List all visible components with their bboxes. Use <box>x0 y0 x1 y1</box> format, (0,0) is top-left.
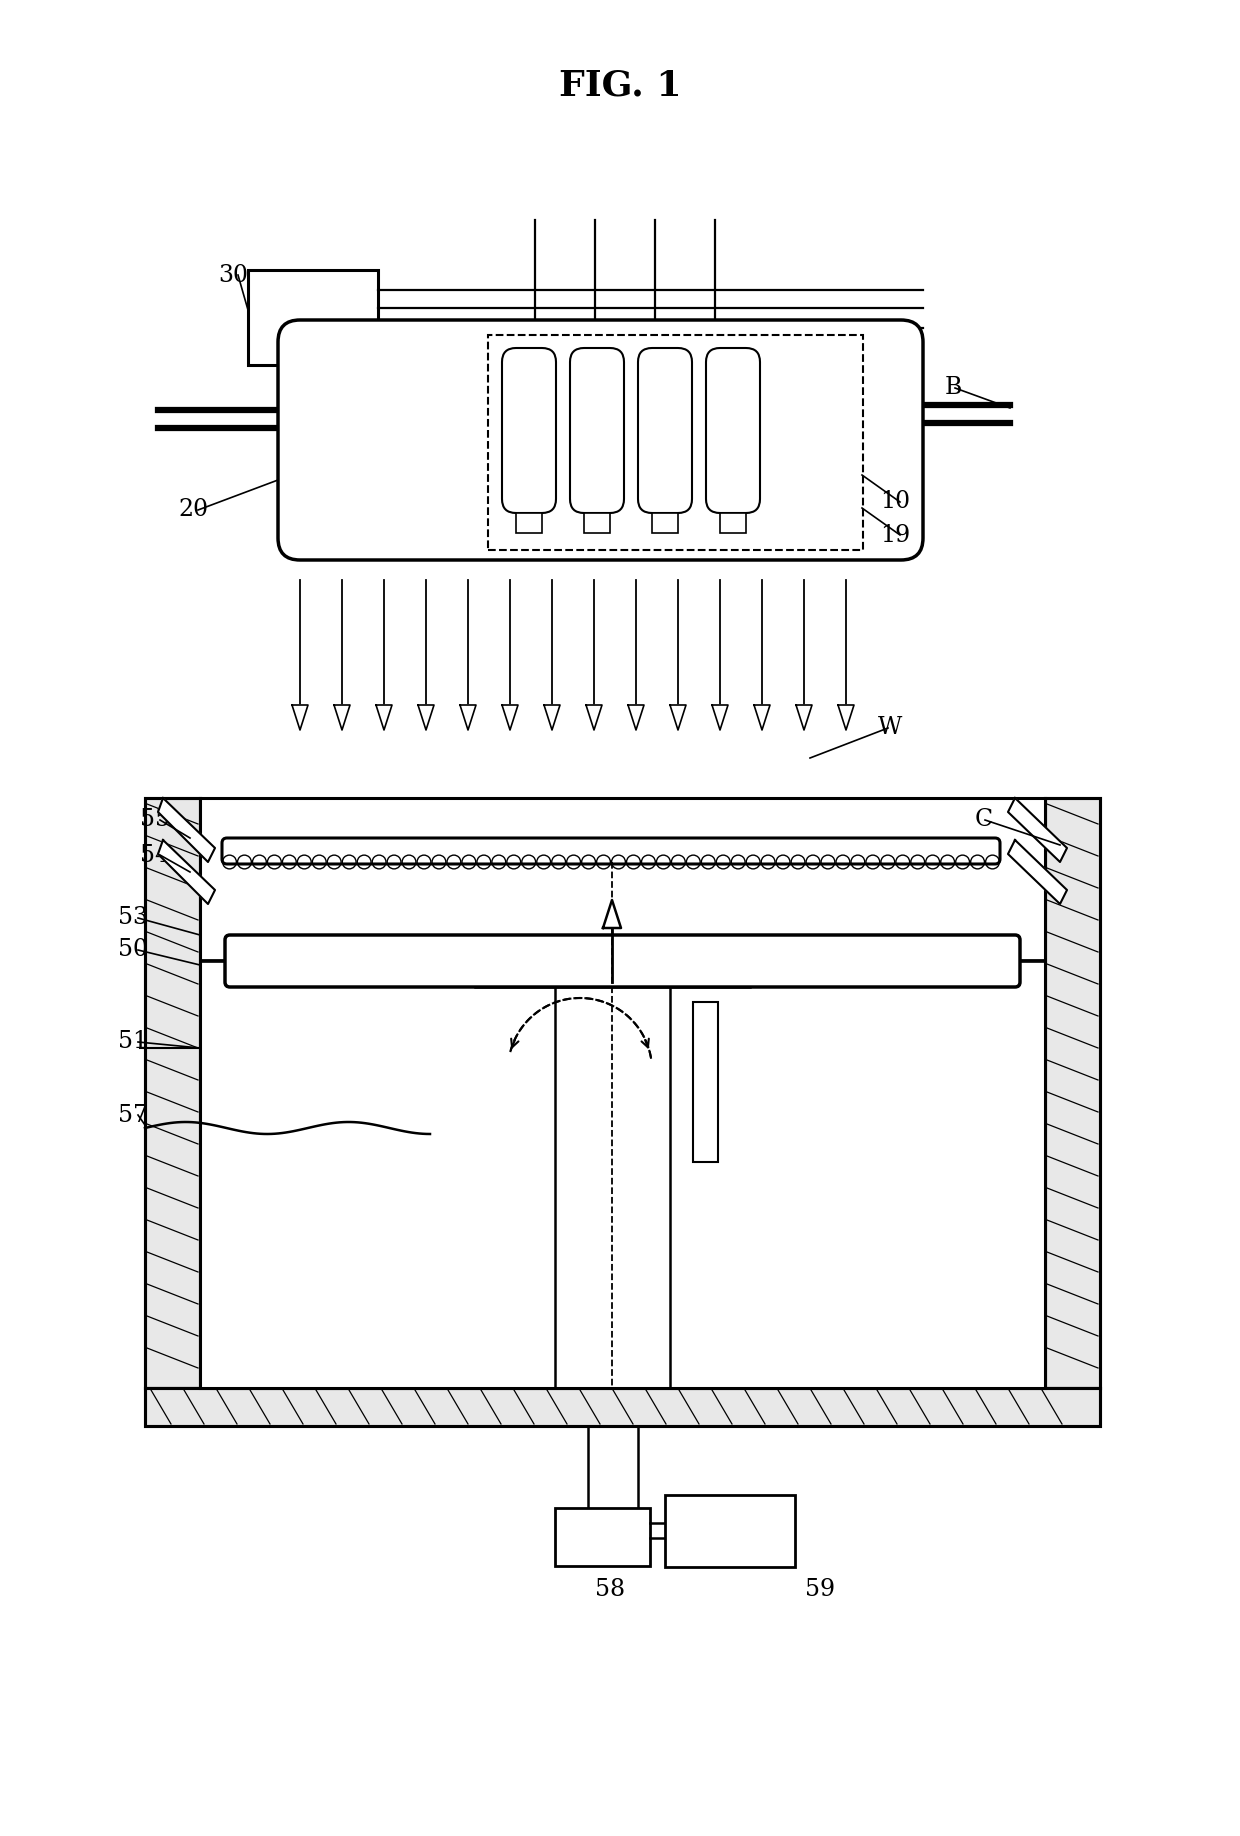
Polygon shape <box>460 705 476 731</box>
Bar <box>1045 799 1100 1388</box>
Text: 51: 51 <box>118 1030 148 1054</box>
Text: B: B <box>945 376 962 400</box>
Polygon shape <box>502 705 518 731</box>
Polygon shape <box>376 705 392 731</box>
Bar <box>489 334 863 551</box>
Bar <box>693 1002 718 1162</box>
Polygon shape <box>838 705 854 731</box>
Bar <box>556 1507 650 1566</box>
FancyBboxPatch shape <box>502 349 556 512</box>
Text: 19: 19 <box>880 523 910 547</box>
Bar <box>145 799 200 1388</box>
Polygon shape <box>603 900 621 927</box>
Text: 20: 20 <box>179 499 208 521</box>
Text: 54: 54 <box>140 843 170 867</box>
Text: 10: 10 <box>880 490 910 514</box>
Text: 57: 57 <box>118 1103 148 1127</box>
Bar <box>145 1388 1100 1427</box>
Polygon shape <box>754 705 770 731</box>
Polygon shape <box>587 705 601 731</box>
FancyBboxPatch shape <box>570 349 624 512</box>
FancyBboxPatch shape <box>706 349 760 512</box>
Bar <box>145 799 200 1388</box>
FancyBboxPatch shape <box>224 935 1021 988</box>
Bar <box>248 270 378 365</box>
Text: 53: 53 <box>118 907 148 929</box>
Polygon shape <box>157 841 215 903</box>
Polygon shape <box>157 799 215 861</box>
Polygon shape <box>712 705 728 731</box>
Bar <box>665 1495 795 1566</box>
Polygon shape <box>334 705 350 731</box>
Polygon shape <box>544 705 560 731</box>
Polygon shape <box>796 705 812 731</box>
Bar <box>200 799 1045 1388</box>
Text: W: W <box>878 716 903 740</box>
Text: FIG. 1: FIG. 1 <box>559 68 681 103</box>
FancyBboxPatch shape <box>222 837 999 865</box>
Bar <box>652 512 678 532</box>
Bar <box>1045 799 1100 1388</box>
Text: 58: 58 <box>595 1579 625 1601</box>
FancyBboxPatch shape <box>278 319 923 560</box>
Polygon shape <box>1008 799 1066 861</box>
Bar <box>145 1388 1100 1427</box>
Polygon shape <box>291 705 308 731</box>
Polygon shape <box>418 705 434 731</box>
Text: 55: 55 <box>140 808 170 832</box>
Polygon shape <box>670 705 686 731</box>
Bar <box>720 512 746 532</box>
Text: 59: 59 <box>805 1579 835 1601</box>
Polygon shape <box>1008 841 1066 903</box>
Text: 30: 30 <box>218 264 248 286</box>
Polygon shape <box>627 705 644 731</box>
Bar <box>584 512 610 532</box>
Text: C: C <box>975 808 993 832</box>
Text: 50: 50 <box>118 938 148 962</box>
FancyBboxPatch shape <box>639 349 692 512</box>
Bar <box>516 512 542 532</box>
